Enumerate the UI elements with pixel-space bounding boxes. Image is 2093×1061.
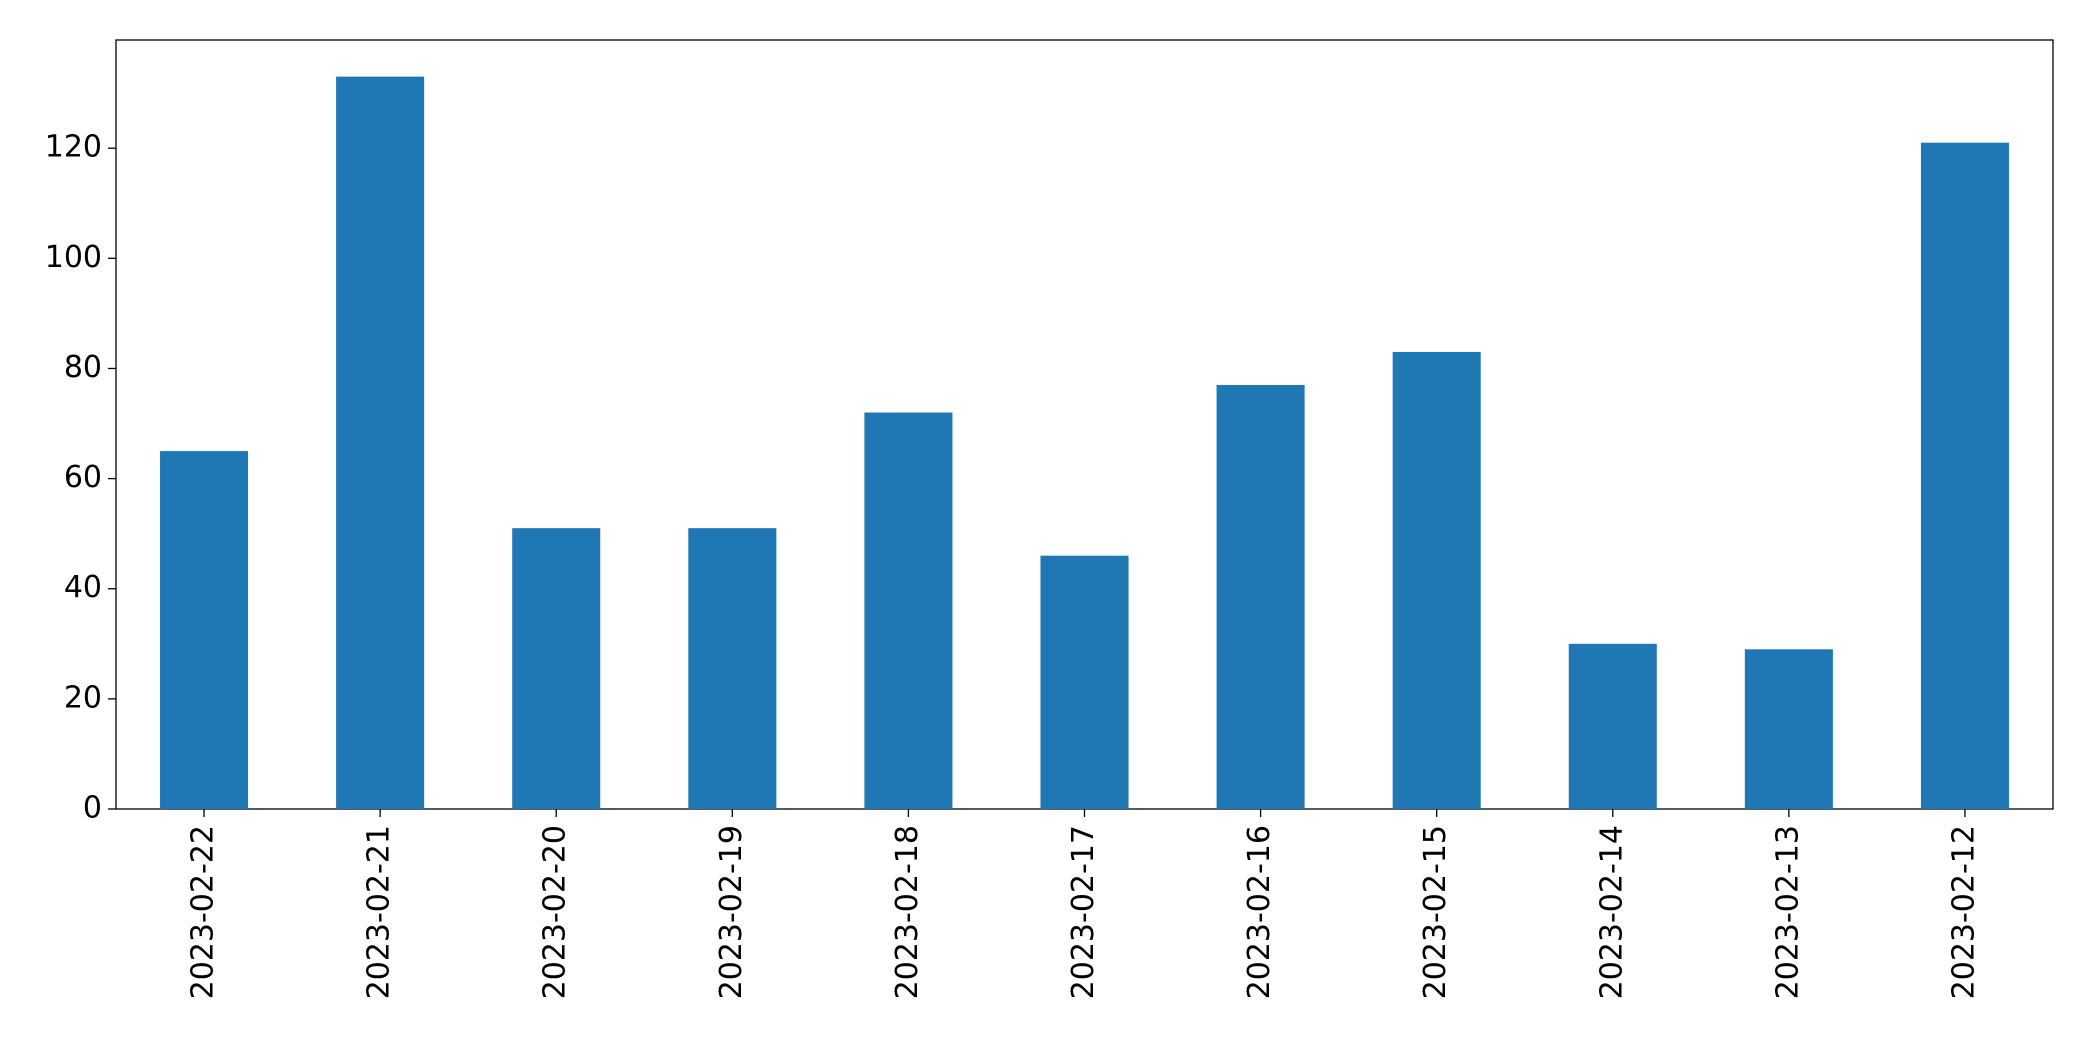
y-tick-label: 100 <box>45 240 102 275</box>
bar <box>1216 384 1305 809</box>
bar <box>1568 643 1657 809</box>
y-tick-label: 60 <box>64 460 102 495</box>
bar <box>160 451 249 809</box>
bar <box>864 412 953 809</box>
x-tick-label: 2023-02-19 <box>714 825 749 999</box>
y-tick-label: 80 <box>64 350 102 385</box>
bar <box>1040 555 1129 809</box>
x-tick-label: 2023-02-22 <box>186 825 221 999</box>
y-tick-label: 120 <box>45 130 102 165</box>
x-tick-label: 2023-02-12 <box>1946 825 1981 999</box>
x-tick-label: 2023-02-20 <box>538 825 573 999</box>
y-tick-label: 0 <box>83 791 102 826</box>
bar <box>688 528 777 809</box>
x-tick-label: 2023-02-21 <box>362 825 397 999</box>
x-tick-label: 2023-02-14 <box>1594 825 1629 999</box>
y-tick-label: 20 <box>64 680 102 715</box>
x-tick-label: 2023-02-18 <box>890 825 925 999</box>
x-tick-label: 2023-02-17 <box>1066 825 1101 999</box>
x-tick-label: 2023-02-15 <box>1418 825 1453 999</box>
bar <box>336 76 425 810</box>
bar <box>1744 649 1833 809</box>
bar <box>1392 351 1481 809</box>
y-tick-label: 40 <box>64 570 102 605</box>
x-tick-label: 2023-02-16 <box>1242 825 1277 999</box>
bar <box>1920 142 2009 809</box>
x-tick-label: 2023-02-13 <box>1770 825 1805 999</box>
bar <box>512 528 601 809</box>
